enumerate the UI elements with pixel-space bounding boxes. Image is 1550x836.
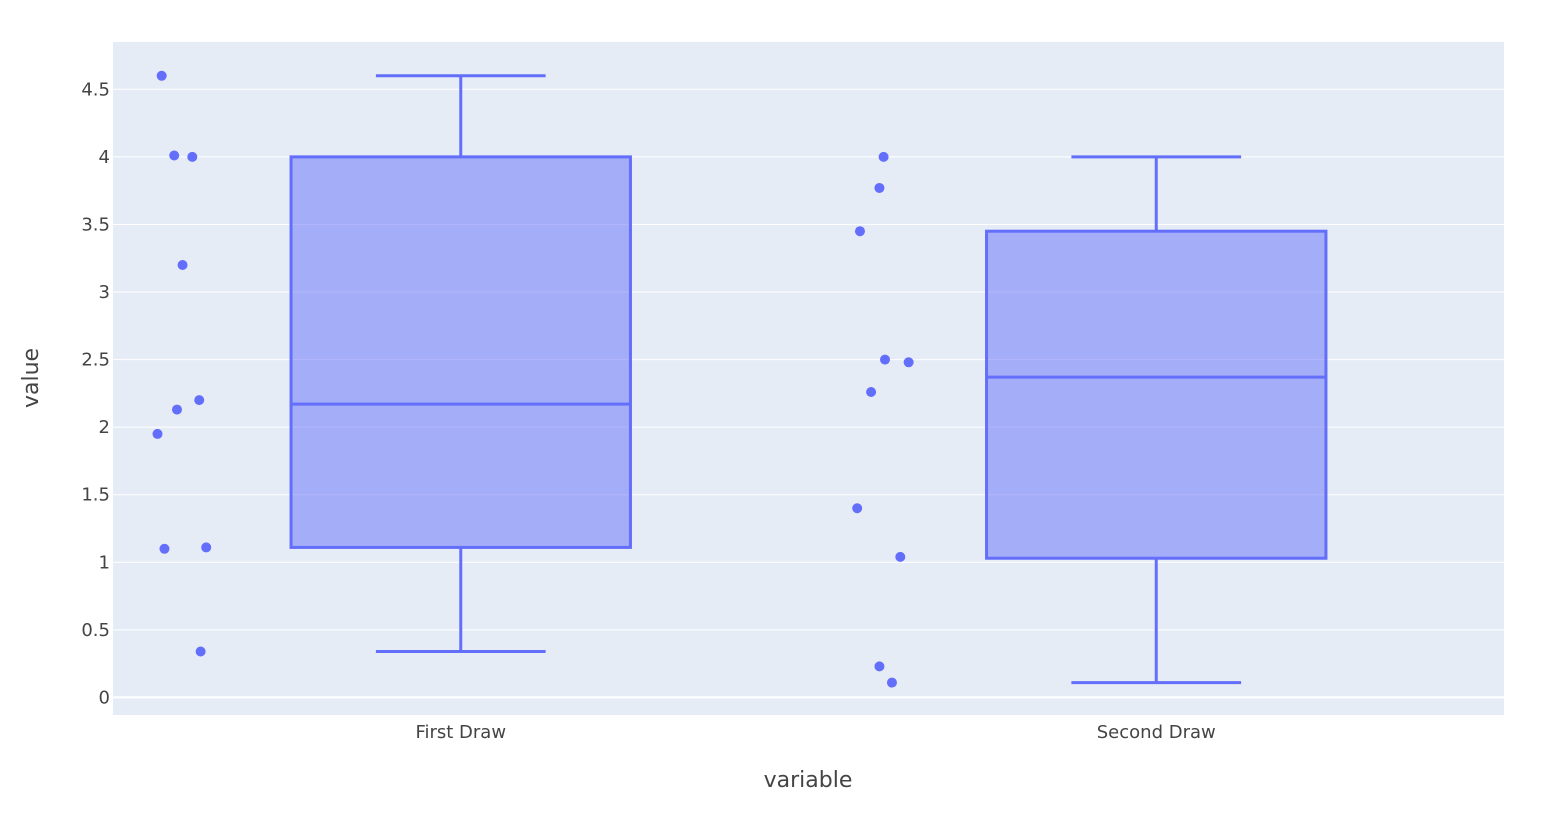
box-second-draw <box>985 155 1328 685</box>
y-tick-label: 3.5 <box>81 214 110 235</box>
data-point <box>866 387 877 398</box>
data-point <box>194 395 205 406</box>
box-first-draw <box>289 74 632 653</box>
data-point <box>854 226 865 237</box>
y-tick-label: 4 <box>99 147 110 168</box>
data-point <box>880 354 891 365</box>
y-tick-label: 4.5 <box>81 79 110 100</box>
iqr-box <box>289 155 632 549</box>
data-point <box>152 428 163 439</box>
data-point <box>895 551 906 562</box>
y-tick-label: 0.5 <box>81 620 110 641</box>
iqr-box <box>985 229 1328 560</box>
data-point <box>874 182 885 193</box>
y-tick-label: 3 <box>99 282 110 303</box>
y-tick-label: 1 <box>99 552 110 573</box>
y-tick-label: 0 <box>99 687 110 708</box>
y-tick-labels: 0 0.5 1 1.5 2 2.5 3 3.5 4 4.5 <box>81 79 110 708</box>
data-point <box>874 661 885 672</box>
data-point <box>171 404 182 415</box>
x-tick-label: Second Draw <box>1097 722 1216 743</box>
data-point <box>169 150 180 161</box>
data-point <box>195 646 206 657</box>
data-point <box>878 151 889 162</box>
y-tick-label: 2 <box>99 417 110 438</box>
x-axis-title: variable <box>764 768 853 793</box>
y-tick-label: 2.5 <box>81 350 110 371</box>
data-point <box>187 151 198 162</box>
y-axis-title: value <box>19 348 44 408</box>
data-point <box>159 543 170 554</box>
x-tick-label: First Draw <box>415 722 506 743</box>
data-point <box>903 357 914 368</box>
data-point <box>156 70 167 81</box>
data-points <box>152 70 914 688</box>
x-tick-labels: First Draw Second Draw <box>415 722 1215 743</box>
data-point <box>852 503 863 514</box>
data-point <box>177 259 188 270</box>
y-tick-label: 1.5 <box>81 485 110 506</box>
box-series <box>289 74 1328 685</box>
data-point <box>201 542 212 553</box>
data-point <box>886 677 897 688</box>
